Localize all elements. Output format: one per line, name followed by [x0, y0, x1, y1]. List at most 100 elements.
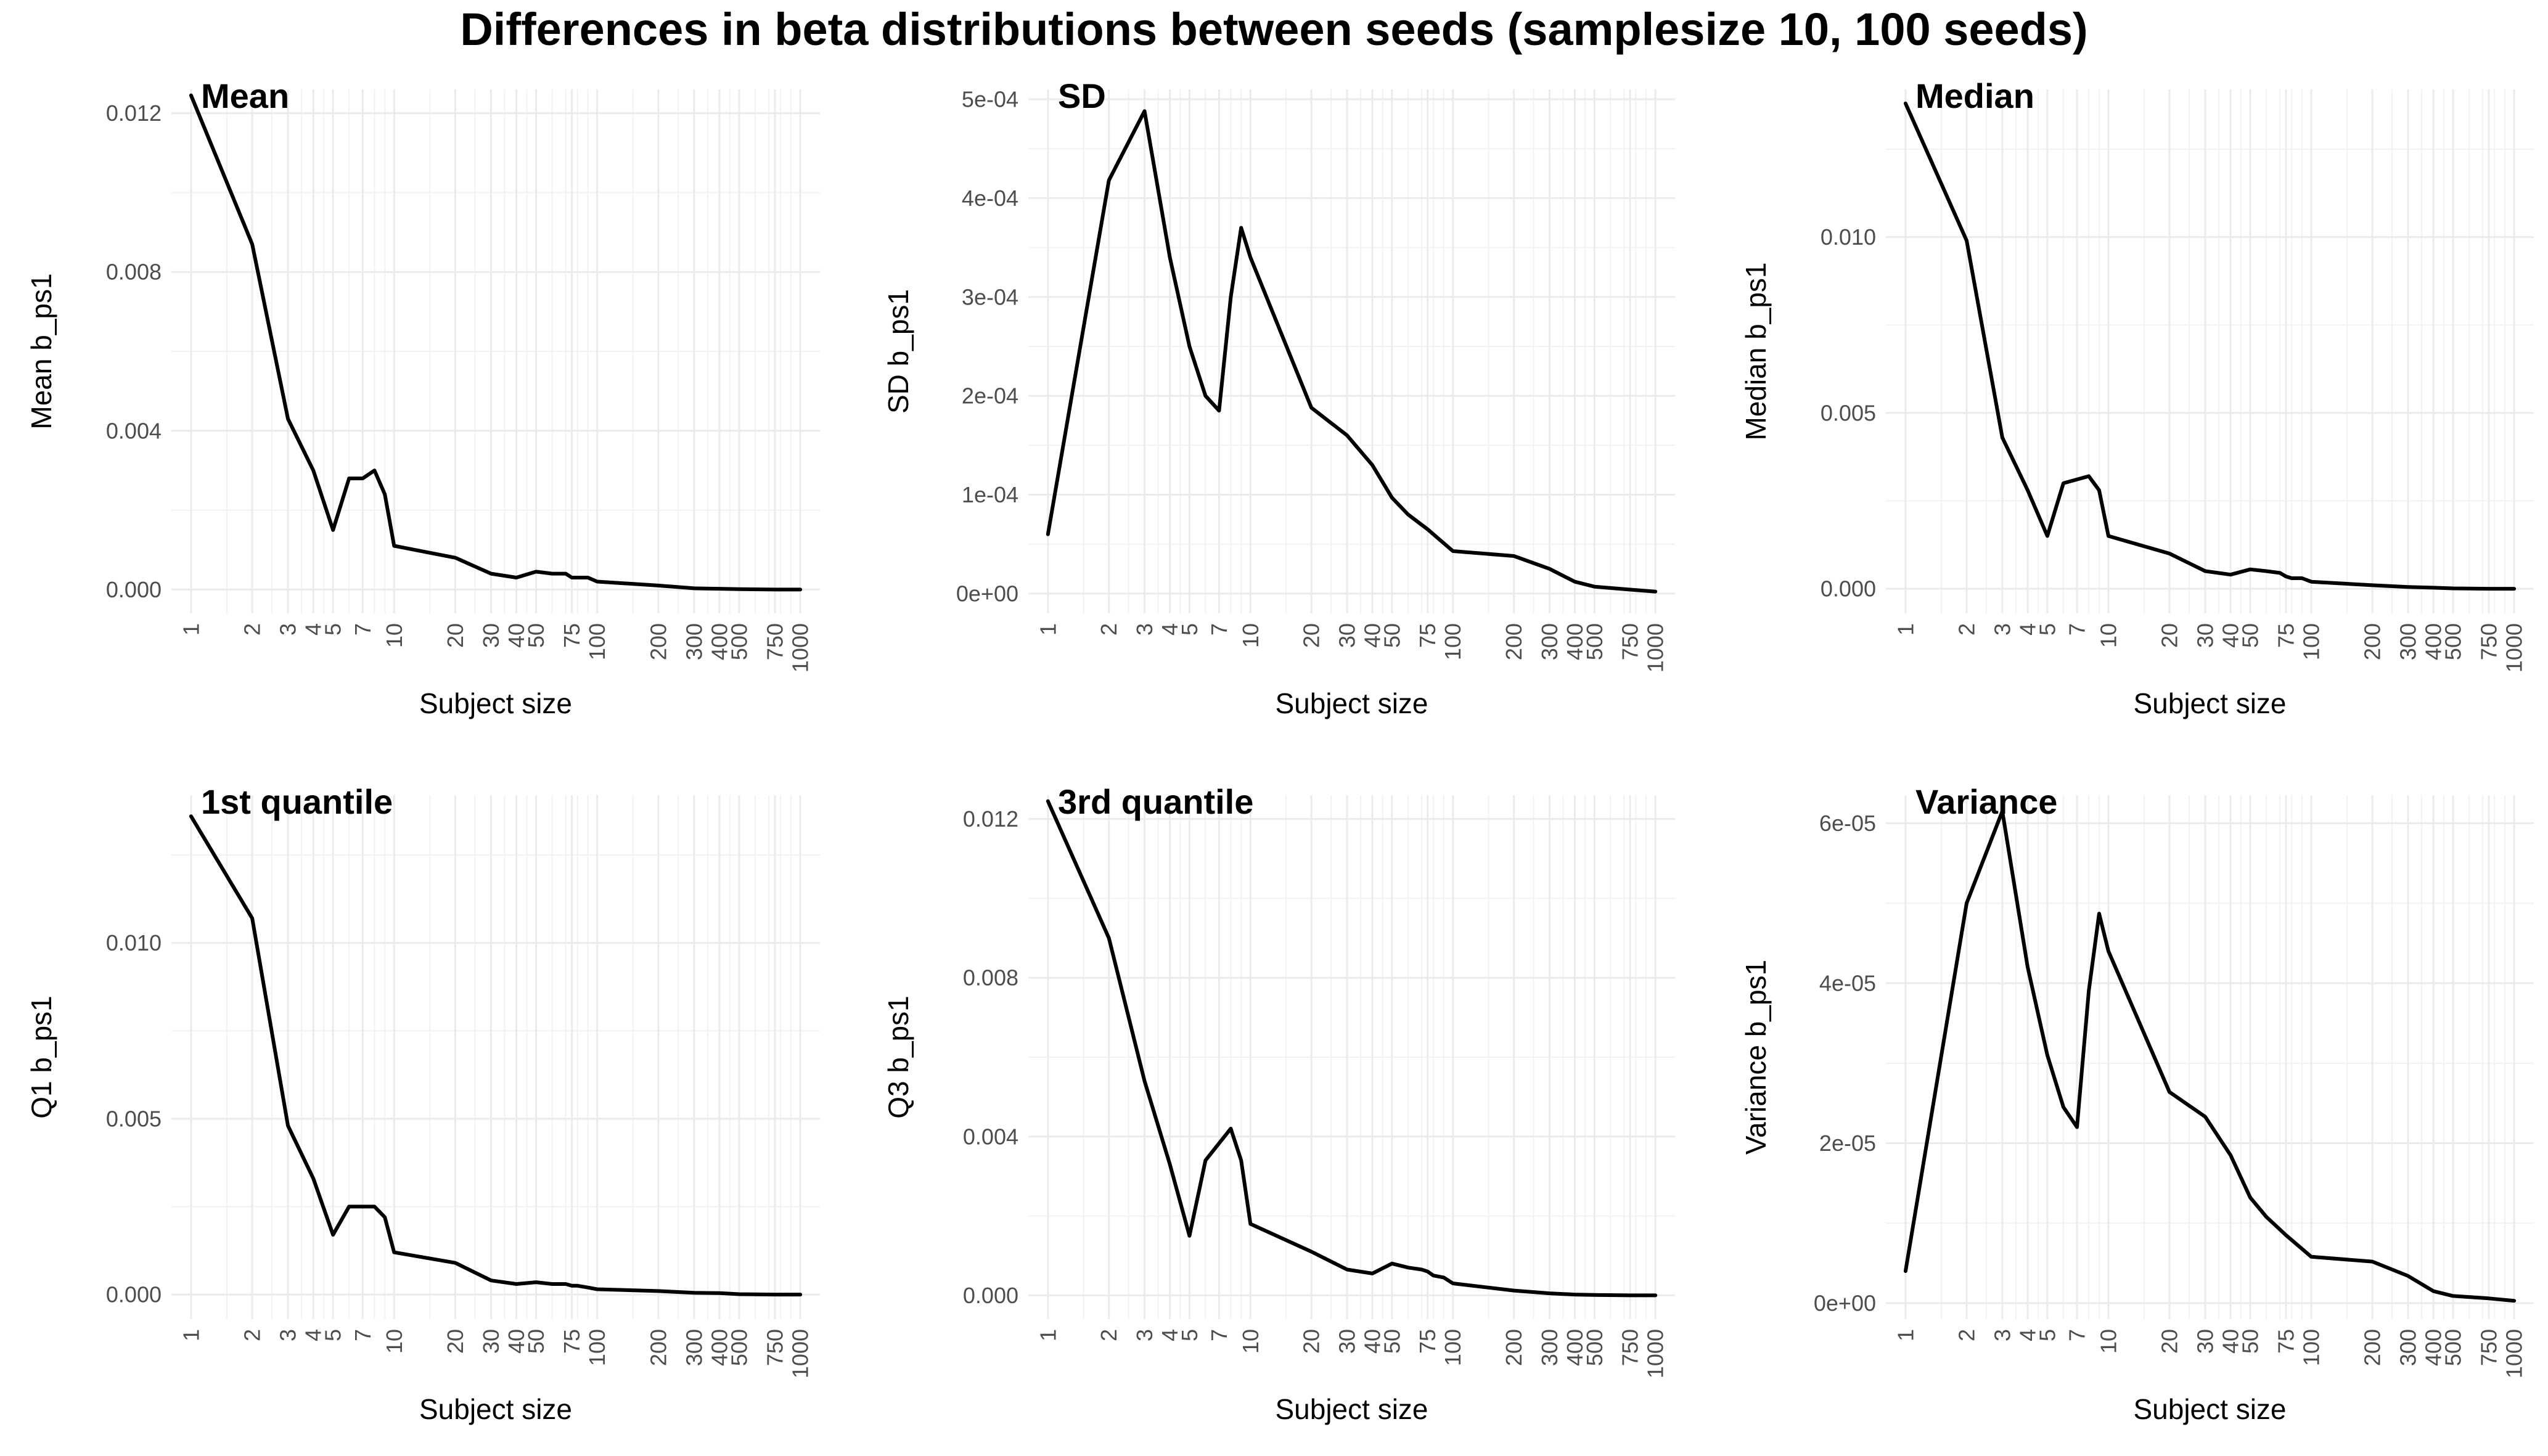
data-point — [286, 417, 290, 420]
data-point — [1345, 433, 1349, 437]
x-axis-label: Subject size — [2133, 687, 2286, 719]
data-point — [1512, 554, 1516, 558]
x-tick-label: 3 — [276, 623, 301, 636]
data-point — [2431, 586, 2435, 589]
data-point — [2370, 1260, 2374, 1264]
x-tick-label: 400 — [707, 623, 732, 660]
x-tick-label: 100 — [1440, 623, 1465, 660]
data-point — [453, 556, 457, 560]
data-point — [1965, 239, 1968, 242]
x-tick-label: 30 — [478, 623, 504, 648]
data-point — [392, 544, 396, 548]
data-point — [1547, 1291, 1551, 1295]
data-point — [596, 579, 599, 583]
data-point — [1248, 1222, 1252, 1225]
data-point — [1406, 513, 1410, 517]
x-tick-label: 100 — [584, 1329, 610, 1366]
x-tick-label: 7 — [350, 1329, 375, 1341]
data-point — [798, 1293, 802, 1296]
data-point — [1203, 394, 1207, 398]
x-tick-label: 2 — [1954, 623, 1979, 636]
x-tick-label: 200 — [2360, 623, 2385, 660]
data-point — [1904, 102, 1907, 105]
panel-title: 1st quantile — [201, 782, 393, 821]
data-point — [2300, 576, 2304, 580]
x-tick-label: 1000 — [1643, 1329, 1668, 1378]
data-point — [1370, 1272, 1374, 1275]
x-tick-label: 200 — [2360, 1329, 2385, 1366]
y-tick-label: 0.010 — [106, 930, 162, 955]
data-point — [2248, 1196, 2252, 1200]
data-point — [535, 1280, 538, 1284]
x-tick-label: 5 — [321, 1329, 346, 1341]
x-tick-label: 1000 — [788, 1329, 813, 1378]
data-point — [1390, 1262, 1394, 1266]
data-point — [1187, 1234, 1191, 1238]
series-line-3rd-quantile — [1046, 799, 1658, 1298]
x-tick-label: 50 — [1379, 623, 1404, 648]
data-point — [1426, 1270, 1430, 1274]
x-tick-label: 4 — [2015, 1329, 2041, 1341]
data-point — [1203, 1158, 1207, 1162]
data-point — [551, 1282, 554, 1286]
x-tick-label: 20 — [1299, 623, 1324, 648]
data-point — [2001, 809, 2004, 813]
data-point — [2278, 571, 2282, 575]
data-point — [1442, 1275, 1446, 1279]
x-tick-label: 50 — [1379, 1329, 1404, 1354]
data-point — [570, 1284, 574, 1288]
x-tick-label: 500 — [2441, 1329, 2466, 1366]
x-axis-label: Subject size — [419, 687, 572, 719]
y-tick-label: 2e-05 — [1819, 1131, 1876, 1156]
data-point — [189, 94, 193, 97]
data-point — [576, 1284, 580, 1288]
data-point — [1573, 1293, 1576, 1296]
data-point — [2168, 1090, 2171, 1094]
x-tick-label: 10 — [382, 1329, 407, 1354]
y-axis-label: SD b_ps1 — [882, 289, 914, 414]
data-point — [1143, 1079, 1147, 1083]
data-point — [2406, 585, 2410, 589]
data-point — [564, 1282, 568, 1286]
x-tick-label: 300 — [681, 623, 707, 660]
x-tick-label: 10 — [2095, 1329, 2121, 1354]
x-tick-label: 1 — [178, 1329, 203, 1341]
x-tick-label: 7 — [2064, 623, 2089, 636]
x-tick-label: 1 — [1893, 1329, 1918, 1341]
data-point — [453, 1261, 457, 1265]
data-point — [1107, 179, 1111, 182]
x-tick-label: 300 — [1537, 1329, 1562, 1366]
data-point — [596, 1288, 599, 1291]
data-point — [2229, 573, 2232, 576]
data-point — [2087, 475, 2091, 478]
data-point — [657, 584, 660, 587]
x-tick-label: 5 — [1177, 623, 1202, 636]
data-point — [361, 1204, 364, 1208]
data-point — [515, 1282, 518, 1286]
data-point — [1592, 585, 1596, 589]
series-line-1st-quantile — [189, 814, 803, 1297]
data-point — [718, 587, 721, 591]
panel-title: SD — [1058, 76, 1106, 115]
y-tick-label: 0.000 — [963, 1283, 1018, 1308]
panel-title: Median — [1915, 76, 2034, 115]
x-tick-label: 1 — [1035, 1329, 1060, 1341]
panel-title: Variance — [1915, 782, 2057, 821]
data-point — [2046, 1053, 2049, 1057]
x-tick-label: 750 — [1618, 1329, 1643, 1366]
data-point — [773, 587, 777, 591]
x-tick-label: 20 — [2157, 623, 2182, 648]
data-point — [1547, 567, 1551, 571]
data-point — [250, 242, 254, 246]
y-tick-label: 0.000 — [106, 577, 162, 602]
x-axis-label: Subject size — [419, 1393, 572, 1425]
x-tick-label: 4 — [2015, 623, 2041, 636]
data-point — [2203, 1115, 2207, 1119]
data-point — [1451, 1282, 1455, 1285]
data-point — [2451, 1294, 2455, 1298]
x-tick-label: 5 — [1177, 1329, 1202, 1341]
data-point — [1239, 226, 1243, 230]
